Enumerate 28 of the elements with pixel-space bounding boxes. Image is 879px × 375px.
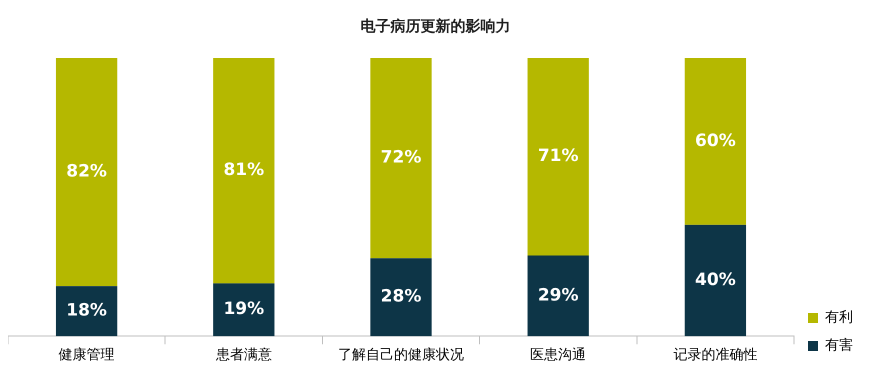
data-label: 72% bbox=[380, 148, 422, 168]
x-tick-label: 医患沟通 bbox=[530, 347, 586, 364]
bar bbox=[370, 58, 432, 258]
legend-label: 有利 bbox=[825, 310, 853, 326]
data-label: 71% bbox=[538, 146, 579, 166]
data-label: 40% bbox=[695, 270, 736, 290]
bar bbox=[684, 58, 746, 225]
data-label: 82% bbox=[66, 161, 107, 182]
bar bbox=[684, 224, 746, 336]
data-label: 60% bbox=[695, 130, 736, 151]
x-tick-label: 健康管理 bbox=[58, 347, 115, 364]
bar bbox=[56, 286, 118, 336]
chart-title: 电子病历更新的影响力 bbox=[360, 16, 510, 35]
bar bbox=[56, 58, 118, 286]
data-label: 19% bbox=[223, 299, 264, 320]
bar bbox=[213, 283, 274, 336]
x-tick-label: 患者满意 bbox=[214, 347, 272, 364]
data-label: 18% bbox=[66, 300, 107, 321]
legend-label: 有害 bbox=[825, 338, 853, 354]
bar bbox=[528, 256, 589, 336]
bar bbox=[528, 58, 589, 256]
x-tick-label: 了解自己的健康状况 bbox=[338, 347, 464, 364]
data-label: 29% bbox=[538, 285, 579, 306]
bar bbox=[213, 58, 274, 284]
x-tick-label: 记录的准确性 bbox=[673, 347, 758, 364]
bar bbox=[370, 258, 432, 336]
data-label: 28% bbox=[380, 286, 422, 307]
data-label: 81% bbox=[223, 160, 264, 180]
